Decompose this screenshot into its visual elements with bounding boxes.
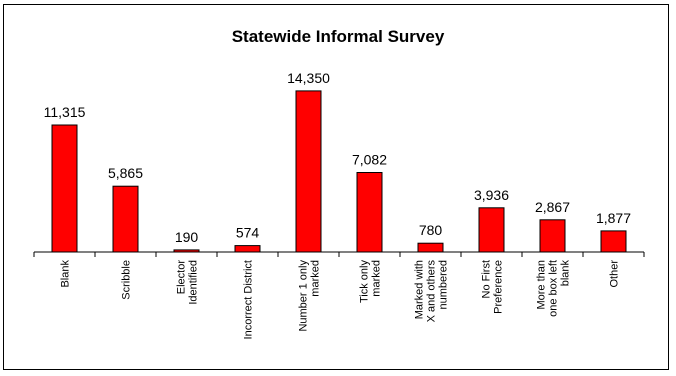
bar-3 [234,245,261,253]
bar-7 [478,207,505,253]
bar-6 [417,242,444,253]
chart-title: Statewide Informal Survey [232,27,445,46]
bar-0 [51,124,78,253]
category-label-line: blank [560,260,572,287]
category-label-5: Tick onlymarked [359,260,383,303]
category-label-line: Number 1 only [298,260,310,332]
category-label-7: No FirstPreference [481,260,505,314]
data-label-3: 574 [236,225,260,241]
category-label-line: Scribble [121,260,133,300]
category-label-line: Marked with [414,260,426,319]
category-label-line: marked [371,260,383,297]
category-label-9: Other [609,260,621,288]
category-label-line: Preference [493,260,505,314]
data-label-7: 3,936 [474,187,509,203]
data-label-6: 780 [419,222,443,238]
category-label-line: Tick only [359,260,371,303]
data-label-2: 190 [175,229,199,245]
category-label-line: Elector [176,260,188,295]
bar-4 [295,90,322,253]
category-label-line: one box left [548,260,560,317]
plot-area: 11,315 5,865 190 574 14,350 7,082 780 3,936 2,86… [33,70,645,339]
data-label-0: 11,315 [44,104,86,120]
category-label-line: No First [481,260,493,299]
data-label-1: 5,865 [108,165,143,181]
category-label-line: More than [536,260,548,310]
bar-5 [356,172,383,253]
bar-9 [600,230,627,253]
data-label-9: 1,877 [596,210,631,226]
data-label-8: 2,867 [535,199,570,215]
bar-8 [539,219,566,253]
category-label-line: marked [310,260,322,297]
category-label-line: Other [609,260,621,288]
category-label-4: Number 1 onlymarked [298,260,322,332]
category-label-line: X and others [426,260,438,323]
bar-1 [112,185,139,253]
category-label-3: Incorrect District [243,260,255,339]
category-label-8: More thanone box leftblank [536,260,572,317]
category-label-1: Scribble [121,260,133,300]
category-label-line: Incorrect District [243,260,255,339]
category-label-2: ElectorIdentified [176,260,200,305]
category-label-0: Blank [60,260,72,288]
category-label-line: numbered [438,260,450,310]
data-label-5: 7,082 [352,152,387,168]
category-label-6: Marked withX and othersnumbered [414,260,450,323]
category-label-line: Blank [60,260,72,288]
data-label-4: 14,350 [287,70,330,86]
category-label-line: Identified [188,260,200,305]
